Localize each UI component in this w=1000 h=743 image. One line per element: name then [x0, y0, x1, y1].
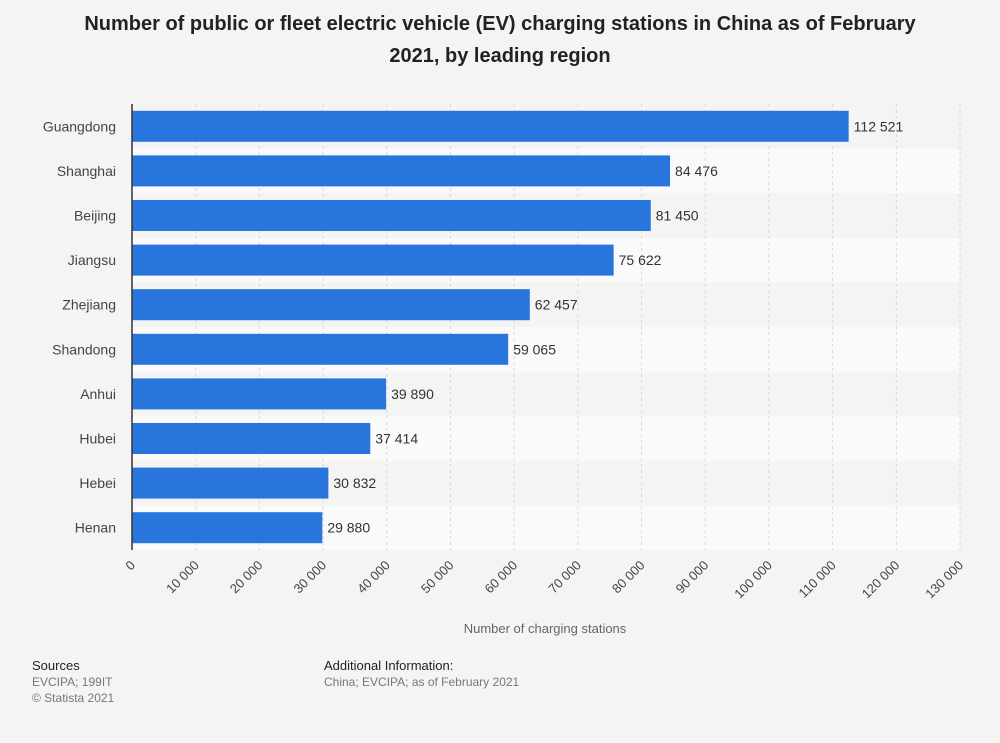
- additional-info-block: Additional Information: China; EVCIPA; a…: [324, 658, 519, 690]
- category-label: Henan: [75, 520, 116, 536]
- x-tick-label: 100 000: [731, 558, 775, 602]
- data-label: 59 065: [513, 341, 556, 357]
- data-label: 81 450: [656, 208, 699, 224]
- bar: [132, 423, 371, 454]
- x-tick-label: 40 000: [354, 558, 393, 597]
- bar: [132, 200, 651, 231]
- additional-info-text: China; EVCIPA; as of February 2021: [324, 675, 520, 689]
- bar: [132, 333, 509, 365]
- x-tick-label: 130 000: [922, 558, 966, 602]
- data-label: 39 890: [391, 386, 434, 402]
- copyright-line: © Statista 2021: [32, 691, 115, 705]
- data-label: 30 832: [333, 475, 376, 491]
- x-axis-title: Number of charging stations: [464, 621, 627, 636]
- category-label: Guangdong: [43, 118, 116, 134]
- x-tick-label: 110 000: [796, 558, 839, 601]
- bar: [132, 289, 530, 321]
- x-tick-label: 70 000: [545, 558, 584, 597]
- bar: [132, 155, 671, 187]
- bar: [132, 512, 323, 544]
- bar: [132, 378, 387, 410]
- x-tick-label: 20 000: [227, 558, 266, 597]
- category-labels: Guangdong Shanghai Beijing Jiangsu Zhejiang S…: [43, 118, 116, 535]
- category-label: Hubei: [79, 431, 116, 447]
- data-label: 75 622: [619, 252, 662, 268]
- bars: [132, 110, 849, 544]
- category-label: Jiangsu: [68, 252, 116, 268]
- category-label: Zhejiang: [62, 297, 116, 313]
- data-label: 37 414: [375, 431, 418, 447]
- bar: [132, 110, 849, 142]
- x-tick-label: 50 000: [418, 558, 457, 597]
- x-tick-label: 0: [122, 558, 138, 574]
- x-tick-label: 10 000: [163, 558, 202, 597]
- chart-title: Number of public or fleet electric vehic…: [84, 13, 916, 67]
- x-tick-label: 120 000: [859, 558, 903, 602]
- category-label: Hebei: [79, 475, 116, 491]
- category-label: Shanghai: [57, 163, 116, 179]
- category-label: Anhui: [80, 386, 116, 402]
- x-tick-label: 30 000: [290, 558, 329, 597]
- sources-line: EVCIPA; 199IT: [32, 675, 113, 689]
- category-label: Beijing: [74, 208, 116, 224]
- additional-info-heading: Additional Information:: [324, 658, 454, 673]
- sources-heading: Sources: [32, 658, 80, 673]
- data-labels: 112 521 84 476 81 450 75 622 62 457 59 065 39 …: [327, 118, 903, 535]
- data-label: 29 880: [327, 520, 370, 536]
- bar-chart: Guangdong Shanghai Beijing Jiangsu Zhejiang S…: [43, 104, 966, 636]
- bar: [132, 467, 329, 499]
- x-tick-label: 90 000: [673, 558, 712, 597]
- category-label: Shandong: [52, 341, 116, 357]
- data-label: 112 521: [854, 118, 904, 134]
- x-tick-label: 80 000: [609, 558, 648, 597]
- data-label: 84 476: [675, 163, 718, 179]
- x-tick-label: 60 000: [482, 558, 521, 597]
- bar: [132, 244, 614, 276]
- data-label: 62 457: [535, 297, 578, 313]
- sources-block: Sources EVCIPA; 199IT © Statista 2021: [32, 658, 114, 706]
- x-tick-labels: 0 10 000 20 000 30 000 40 000 50 000 60 000 70 …: [122, 558, 966, 602]
